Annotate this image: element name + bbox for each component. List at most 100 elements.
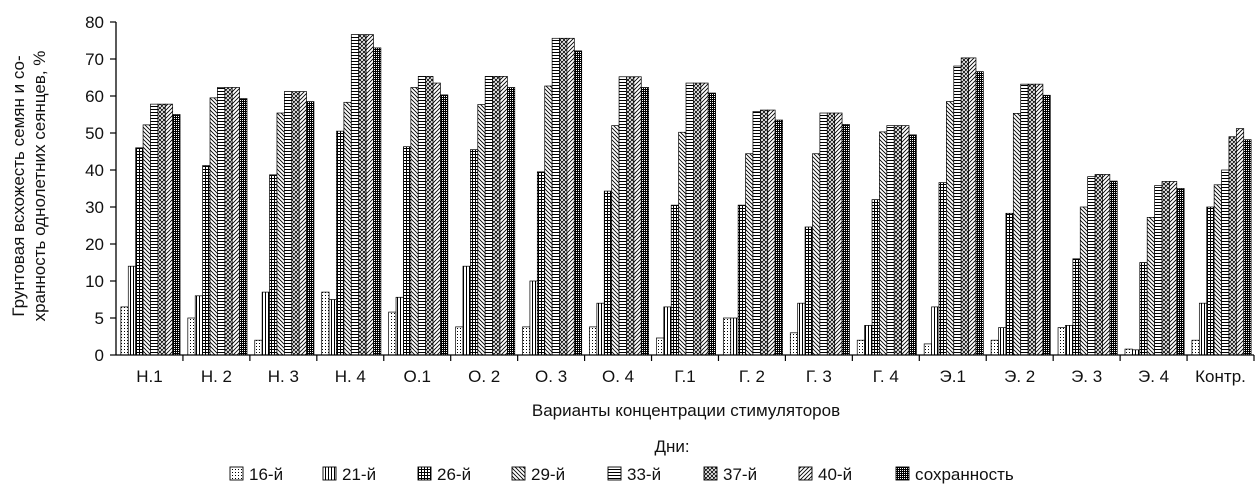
- bar-group: [187, 87, 248, 356]
- legend-swatch: [322, 466, 337, 481]
- bars: [120, 34, 1252, 356]
- bar: [395, 296, 404, 356]
- bar: [841, 124, 850, 356]
- bar-group: [522, 37, 583, 356]
- bar: [693, 82, 702, 356]
- bar: [834, 112, 843, 356]
- bar: [455, 326, 464, 356]
- bar: [1109, 180, 1118, 356]
- y-tick-label: 40: [85, 161, 104, 180]
- bar: [373, 47, 382, 356]
- legend-swatch: [703, 466, 718, 481]
- bar: [1012, 113, 1022, 356]
- bar: [968, 57, 977, 356]
- bar: [365, 34, 374, 356]
- bar: [551, 37, 560, 356]
- bar: [1176, 188, 1185, 356]
- bar: [202, 165, 211, 356]
- bar: [1221, 169, 1230, 356]
- bar: [737, 204, 746, 356]
- bar: [492, 76, 501, 356]
- bar: [284, 91, 293, 356]
- bar: [120, 306, 129, 356]
- bar: [1065, 325, 1074, 356]
- bar: [1020, 83, 1029, 356]
- bar: [276, 112, 285, 356]
- legend-label: сохранность: [915, 465, 1014, 484]
- bar: [1027, 83, 1036, 356]
- bar: [603, 190, 613, 356]
- bar-group: [120, 103, 181, 356]
- bar: [410, 87, 419, 356]
- bar: [358, 34, 367, 356]
- legend-swatch: [229, 466, 244, 481]
- x-tick-label: Э.1: [940, 367, 966, 386]
- bar: [946, 101, 955, 356]
- bar: [1198, 302, 1208, 356]
- bar: [767, 109, 776, 356]
- bar: [678, 131, 687, 356]
- bar: [1102, 174, 1111, 356]
- bar: [707, 92, 716, 356]
- x-tick-label: Н.1: [136, 367, 162, 386]
- y-axis-title-line-1: Грунтовая всхожесть семян и со-: [9, 55, 28, 316]
- bar: [1057, 327, 1066, 356]
- bar: [194, 295, 203, 356]
- bar-group: [856, 125, 917, 356]
- bar: [1079, 206, 1088, 356]
- bar: [231, 87, 240, 356]
- bar: [618, 76, 627, 356]
- bar: [685, 82, 694, 356]
- bar-group: [789, 112, 850, 356]
- bar: [499, 76, 508, 356]
- y-tick-label: 20: [85, 235, 104, 254]
- bar: [462, 265, 471, 356]
- bar: [908, 134, 917, 356]
- bar: [321, 291, 330, 356]
- bar: [1124, 348, 1133, 356]
- x-tick-label: Г.1: [674, 367, 695, 386]
- bar: [789, 332, 799, 356]
- bar: [1235, 128, 1245, 356]
- bar: [975, 71, 984, 356]
- y-axis-title: Грунтовая всхожесть семян и со- хранност…: [9, 51, 49, 322]
- x-tick-label: Г. 4: [873, 367, 899, 386]
- bar: [1169, 181, 1178, 356]
- bar-group: [254, 91, 315, 356]
- bar: [254, 339, 263, 356]
- legend-swatch: [607, 466, 622, 481]
- legend-item: 26-й: [417, 465, 471, 484]
- bar: [1094, 174, 1103, 356]
- bar: [127, 265, 137, 356]
- bar: [350, 34, 360, 356]
- bar: [611, 125, 620, 356]
- legend-label: 37-й: [723, 465, 757, 484]
- bar: [484, 76, 493, 356]
- bar: [752, 111, 761, 356]
- bar: [544, 85, 553, 356]
- bar: [998, 327, 1007, 356]
- bar: [626, 76, 635, 356]
- y-tick-label: 5: [95, 309, 104, 328]
- bar: [1206, 206, 1215, 356]
- x-tick-label: Э. 4: [1138, 367, 1169, 386]
- y-tick-label: 50: [85, 124, 104, 143]
- bar: [187, 317, 196, 356]
- bar: [388, 311, 397, 356]
- bar: [417, 76, 426, 356]
- x-axis-title: Варианты концентрации стимуляторов: [532, 401, 840, 420]
- x-tick-label: Н. 4: [335, 367, 366, 386]
- bar: [1035, 83, 1044, 356]
- y-tick-label: 30: [85, 198, 104, 217]
- bar: [990, 339, 999, 356]
- bar: [774, 119, 783, 356]
- legend-item: 33-й: [607, 465, 661, 484]
- bar: [656, 337, 665, 356]
- bar-group: [923, 57, 984, 356]
- bar: [879, 131, 888, 356]
- bar: [566, 37, 575, 356]
- y-tick-label: 60: [85, 87, 104, 106]
- bar: [306, 101, 315, 356]
- bar: [931, 306, 940, 356]
